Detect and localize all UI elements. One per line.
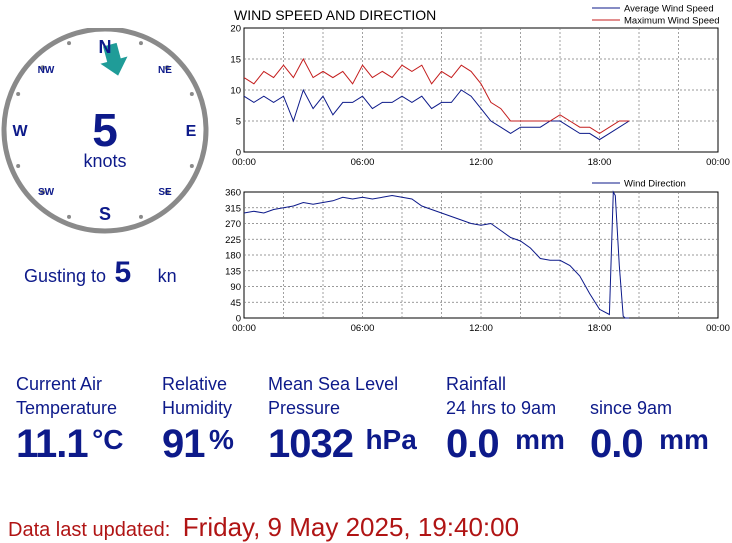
compass-tick: [67, 214, 72, 219]
x-tick-label: 00:00: [706, 323, 730, 334]
compass-tick: [164, 65, 170, 71]
legend-entry: Maximum Wind Speed: [624, 16, 720, 27]
temperature-value: 11.1: [16, 422, 89, 466]
temperature-label-2: Temperature: [16, 398, 118, 418]
gust-value: 5: [114, 256, 132, 289]
compass-nw: NW: [38, 65, 55, 76]
wind-speed-unit: knots: [83, 151, 126, 171]
gust-unit: kn: [157, 266, 177, 286]
series-line-wind-direction: [243, 190, 630, 319]
rainfall-since-value: 0.0: [590, 422, 644, 466]
wind-charts: 0 5 10 15 20 00:00 06:00 12:00 18:00 00:00 Average…: [225, 4, 730, 335]
y-tick-label: 0: [236, 314, 241, 325]
x-tick-label: 18:00: [588, 157, 612, 168]
wind-compass: N NE E SE S SW W NW 5 knots: [1, 28, 209, 234]
rainfall-block: Rainfall 24 hrs to 9am 0.0 mm: [446, 372, 565, 466]
compass-ne: NE: [158, 65, 172, 76]
temperature-label-1: Current Air: [16, 374, 103, 394]
compass-tick: [40, 189, 46, 195]
compass-e: E: [186, 123, 197, 140]
humidity-label-1: Relative: [162, 374, 228, 394]
last-updated-value: Friday, 9 May 2025, 19:40:00: [182, 512, 520, 542]
pressure-label-1: Mean Sea Level: [268, 374, 399, 394]
y-tick-label: 315: [225, 203, 241, 214]
pressure-unit: hPa: [365, 424, 417, 455]
rainfall-label-1: Rainfall: [446, 374, 507, 394]
gust-readout: Gusting to 5 kn: [24, 256, 177, 290]
humidity-label-2: Humidity: [162, 398, 233, 418]
compass-tick: [138, 214, 143, 219]
x-tick-label: 00:00: [232, 157, 256, 168]
y-tick-label: 15: [230, 55, 241, 66]
last-updated: Data last updated: Friday, 9 May 2025, 1…: [8, 512, 519, 543]
rainfall-unit: mm: [515, 424, 565, 455]
rainfall-label-2: 24 hrs to 9am: [446, 398, 557, 418]
y-tick-label: 360: [225, 188, 241, 199]
rainfall-since-block: since 9am 0.0 mm: [590, 396, 709, 466]
gust-label: Gusting to: [24, 266, 107, 286]
y-tick-label: 225: [225, 235, 241, 246]
y-tick-label: 0: [236, 148, 241, 159]
y-tick-label: 180: [225, 251, 241, 262]
y-tick-label: 90: [230, 282, 241, 293]
legend-entry: Average Wind Speed: [624, 4, 714, 15]
rainfall-since-unit: mm: [659, 424, 709, 455]
x-tick-label: 18:00: [588, 323, 612, 334]
y-tick-label: 45: [230, 298, 241, 309]
compass-tick: [16, 163, 21, 168]
compass-se: SE: [158, 187, 172, 198]
humidity-unit: %: [208, 424, 234, 455]
series-line-average-wind-speed: [243, 88, 630, 141]
compass-tick: [40, 65, 46, 71]
x-tick-label: 12:00: [469, 157, 493, 168]
humidity-value: 91: [162, 422, 205, 466]
rainfall-since-label: since 9am: [590, 398, 673, 418]
temperature-block: Current Air Temperature 11.1 °C: [16, 372, 124, 466]
compass-tick: [164, 189, 170, 195]
compass-n: N: [99, 37, 112, 57]
y-tick-label: 10: [230, 86, 241, 97]
y-tick-label: 135: [225, 266, 241, 277]
x-tick-label: 06:00: [351, 323, 375, 334]
pressure-block: Mean Sea Level Pressure 1032 hPa: [268, 372, 417, 466]
series-line-maximum-wind-speed: [243, 57, 630, 134]
compass-s: S: [99, 204, 111, 224]
temperature-unit: °C: [92, 424, 124, 455]
compass-tick: [138, 41, 143, 46]
x-tick-label: 12:00: [469, 323, 493, 334]
pressure-label-2: Pressure: [268, 398, 341, 418]
x-tick-label: 00:00: [706, 157, 730, 168]
humidity-block: Relative Humidity 91 %: [162, 372, 234, 466]
compass-w: W: [12, 123, 28, 140]
compass-tick: [189, 163, 194, 168]
pressure-value: 1032: [268, 422, 354, 466]
rainfall-value: 0.0: [446, 422, 500, 466]
y-tick-label: 20: [230, 24, 241, 35]
compass-ring: [1, 28, 209, 234]
chart-title: WIND SPEED AND DIRECTION: [234, 7, 436, 23]
last-updated-label: Data last updated:: [8, 519, 171, 541]
wind-speed-value: 5: [92, 104, 118, 156]
wind-direction-arrow-icon: [100, 42, 128, 76]
y-tick-label: 5: [236, 117, 241, 128]
compass-tick: [16, 92, 21, 97]
x-tick-label: 06:00: [351, 157, 375, 168]
compass-tick: [67, 41, 72, 46]
compass-tick-marks: [16, 41, 194, 219]
y-tick-label: 270: [225, 219, 241, 230]
compass-sw: SW: [38, 187, 55, 198]
compass-tick: [189, 92, 194, 97]
legend-entry: Wind Direction: [624, 179, 686, 190]
x-tick-label: 00:00: [232, 323, 256, 334]
